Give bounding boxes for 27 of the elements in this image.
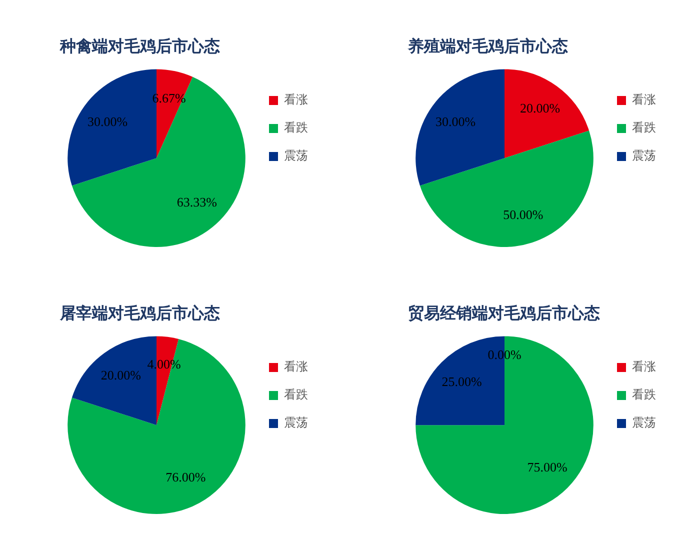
legend-label: 震荡: [632, 148, 656, 163]
data-label: 20.00%: [100, 368, 142, 383]
legend-label: 看跌: [284, 388, 308, 402]
legend-label: 震荡: [284, 416, 308, 430]
legend-label: 看跌: [632, 120, 656, 135]
legend-label: 看涨: [632, 92, 656, 107]
text: 0.00%: [488, 347, 522, 362]
legend-label: 震荡: [632, 416, 656, 430]
data-label: 75.00%: [527, 459, 568, 474]
chart-title: 贸易经销端对毛鸡后市心态: [408, 304, 600, 323]
legend-label: 看跌: [632, 388, 656, 402]
chart-title: 养殖端对毛鸡后市心态: [407, 36, 568, 56]
legend-label: 震荡: [284, 148, 308, 163]
data-label: 30.00%: [88, 114, 128, 129]
data-label: 63.33%: [176, 194, 218, 210]
legend-label: 看涨: [284, 360, 308, 374]
data-label: 50.00%: [503, 207, 544, 222]
chart-title: 种禽端对毛鸡后市心态: [59, 36, 220, 56]
data-label: 76.00%: [166, 469, 206, 484]
legend-label: 看跌: [284, 120, 308, 135]
data-label: 4.00%: [147, 356, 182, 372]
data-label: 20.00%: [520, 100, 560, 116]
data-label: 30.00%: [436, 114, 476, 129]
legend-label: 看涨: [632, 360, 656, 374]
data-label: 25.00%: [442, 374, 482, 389]
legend-label: 看涨: [284, 92, 308, 107]
chart-title: 屠宰端对毛鸡后市心态: [59, 304, 220, 323]
